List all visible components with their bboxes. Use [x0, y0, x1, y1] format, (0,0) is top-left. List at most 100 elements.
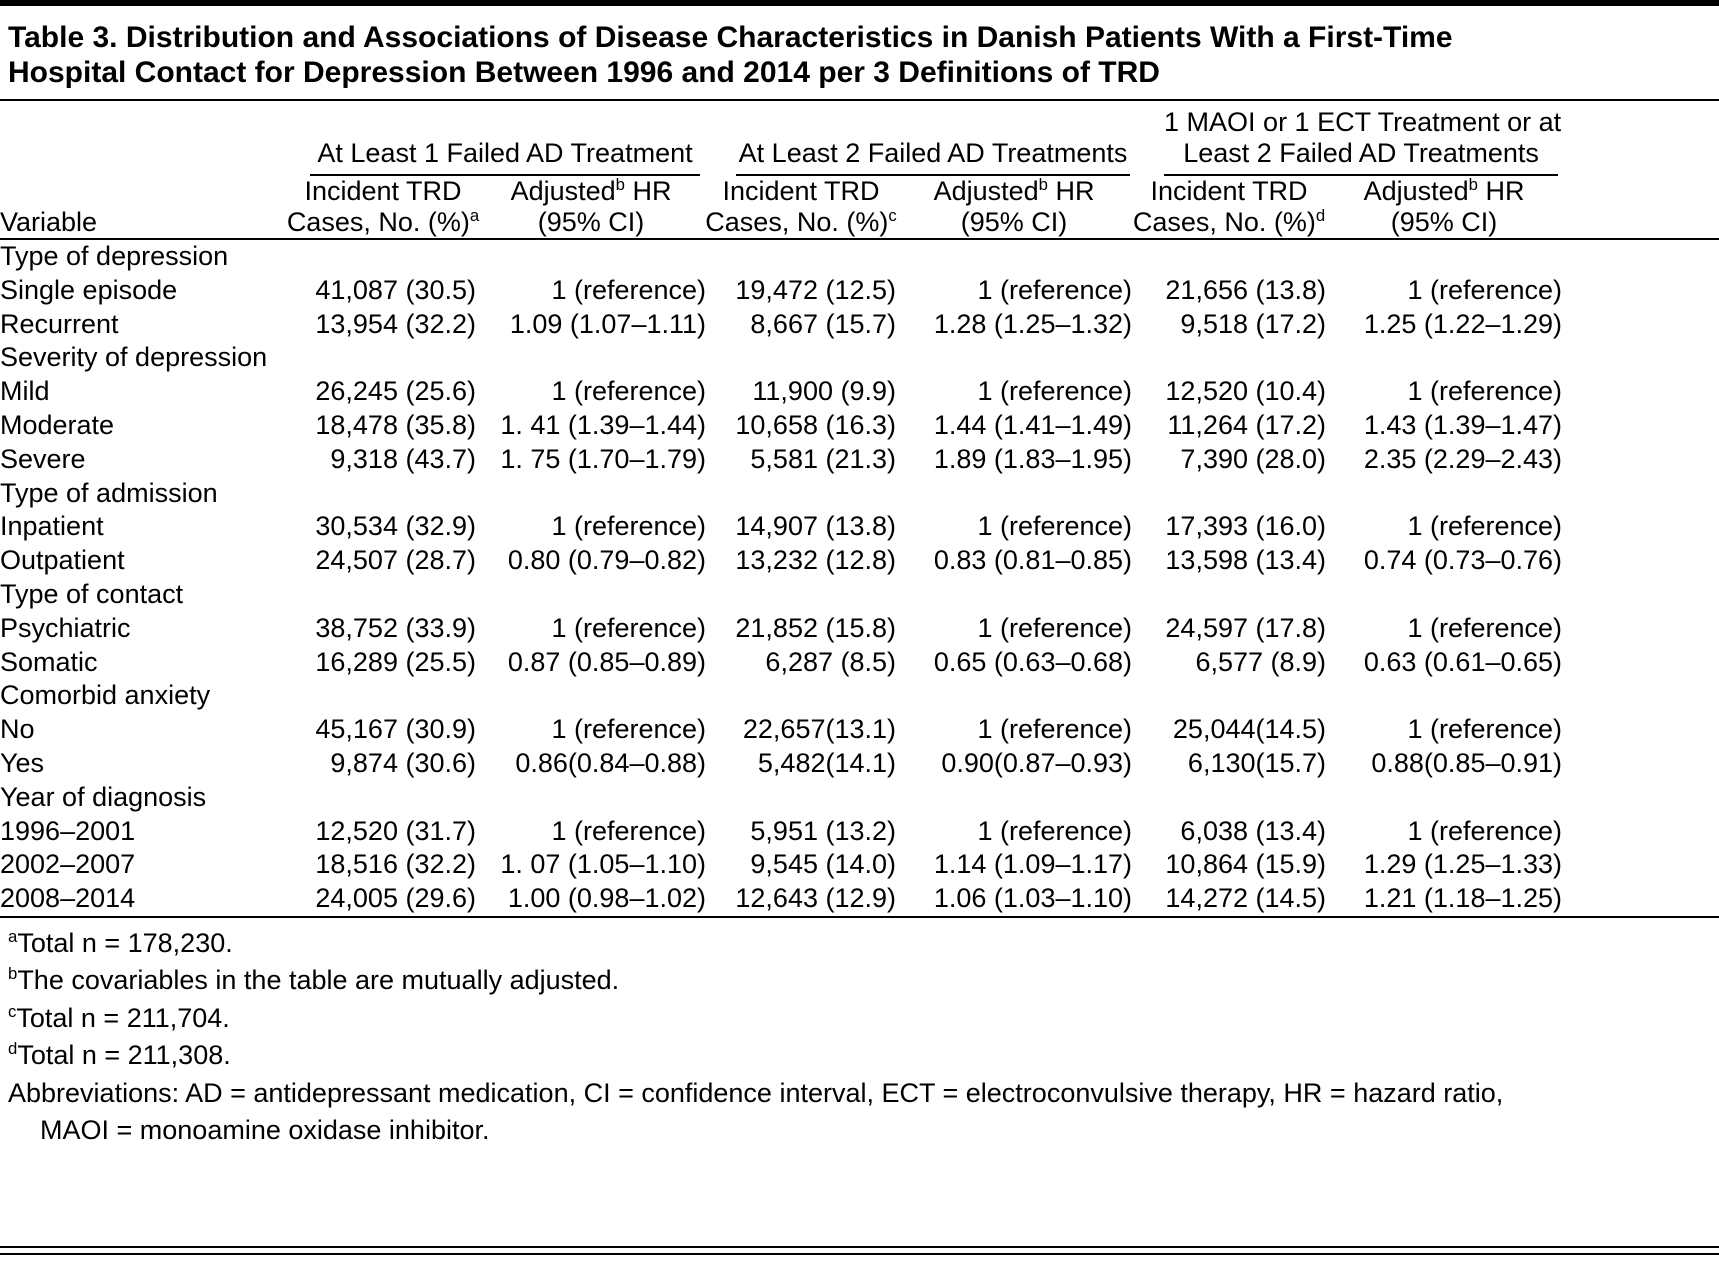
row-label: Yes: [0, 747, 45, 778]
section-header-row: Comorbid anxiety: [0, 679, 1719, 713]
data-cell: 5,581 (21.3): [750, 443, 897, 474]
footnote-marker: a: [8, 926, 18, 946]
table-title: Table 3. Distribution and Associations o…: [8, 20, 1711, 90]
spacer-cell: [1562, 176, 1719, 240]
data-cell: 0.74 (0.73–0.76): [1363, 545, 1563, 576]
data-cell: 6,287 (8.5): [765, 646, 897, 677]
hr-header-line-1: Adjustedb HR: [933, 175, 1095, 206]
data-cell: 1.28 (1.25–1.32): [933, 308, 1133, 339]
data-cell: 38,752 (33.9): [315, 612, 476, 643]
row-label: Inpatient: [0, 511, 104, 542]
data-cell: 1 (reference): [1407, 376, 1563, 407]
footnote-marker: c: [8, 1001, 17, 1021]
row-label: Outpatient: [0, 545, 125, 576]
spacer-cell: [1562, 544, 1719, 578]
data-cell: 0.86(0.84–0.88): [515, 747, 707, 778]
group-3-label-line-2: Least 2 Failed AD Treatments: [1183, 138, 1539, 168]
spacer-cell: [1562, 713, 1719, 747]
data-cell: 1 (reference): [551, 612, 707, 643]
data-cell: 1 (reference): [977, 714, 1133, 745]
spacer-cell: [1562, 815, 1719, 849]
spacer-cell: [1562, 612, 1719, 646]
row-label: Severe: [0, 443, 86, 474]
table-row: Moderate 18,478 (35.8) 1. 41 (1.39–1.44) 10…: [0, 409, 1719, 443]
footnote: MAOI = monoamine oxidase inhibitor.: [8, 1112, 1711, 1150]
spacer-cell: [1562, 848, 1719, 882]
table-row: No 45,167 (30.9) 1 (reference) 22,657(13.1)…: [0, 713, 1719, 747]
data-cell: 26,245 (25.6): [315, 376, 476, 407]
data-cell: 1. 41 (1.39–1.44): [500, 409, 707, 440]
hr-header-line-1: Adjustedb HR: [1363, 175, 1525, 206]
section-label: Severity of depression: [0, 342, 268, 373]
hr-header-line-2: (95% CI): [537, 207, 645, 237]
group-2-label: At Least 2 Failed AD Treatments: [738, 138, 1128, 168]
cases-column-header-2: Incident TRD Cases, No. (%)c: [705, 176, 897, 240]
section-label: Year of diagnosis: [0, 781, 207, 812]
cases-header-line-2: Cases, No. (%)c: [705, 206, 897, 237]
footnote: Abbreviations: AD = antidepressant medic…: [8, 1075, 1711, 1113]
footnote-text: Abbreviations: AD = antidepressant medic…: [8, 1077, 1504, 1108]
table-row: Single episode 41,087 (30.5) 1 (reference)…: [0, 274, 1719, 308]
spacer-cell: [1562, 747, 1719, 781]
table-row: Severe 9,318 (43.7) 1. 75 (1.70–1.79) 5,581…: [0, 443, 1719, 477]
data-cell: 13,954 (32.2): [315, 308, 476, 339]
data-cell: 0.80 (0.79–0.82): [507, 545, 707, 576]
row-label: Single episode: [0, 274, 178, 305]
data-cell: 0.90(0.87–0.93): [941, 747, 1133, 778]
data-cell: 25,044(14.5): [1172, 714, 1327, 745]
section-label: Type of contact: [0, 578, 184, 609]
footnote-text: Total n = 211,704.: [16, 1002, 230, 1033]
group-header-row: At Least 1 Failed AD Treatment At Least …: [0, 101, 1719, 176]
data-cell: 18,478 (35.8): [315, 409, 476, 440]
hr-header-line-2: (95% CI): [1390, 207, 1498, 237]
data-cell: 5,482(14.1): [757, 747, 897, 778]
spacer-cell: [1562, 101, 1719, 176]
data-cell: 1.43 (1.39–1.47): [1363, 409, 1563, 440]
section-label: Type of admission: [0, 477, 218, 508]
data-cell: 1. 75 (1.70–1.79): [500, 443, 707, 474]
data-cell: 1 (reference): [551, 815, 707, 846]
table-body: Type of depression Single episode 41,087 (…: [0, 239, 1719, 917]
data-cell: 21,852 (15.8): [735, 612, 897, 643]
data-cell: 0.65 (0.63–0.68): [933, 646, 1133, 677]
data-cell: 21,656 (13.8): [1165, 274, 1327, 305]
group-header-3: 1 MAOI or 1 ECT Treatment or at Least 2 …: [1132, 101, 1562, 176]
data-cell: 9,318 (43.7): [330, 443, 476, 474]
cases-header-line-1: Incident TRD: [1150, 176, 1308, 206]
footnote-marker: d: [8, 1039, 18, 1059]
data-cell: 1 (reference): [1407, 511, 1563, 542]
footnote: bThe covariables in the table are mutual…: [8, 962, 1711, 1000]
data-cell: 1.44 (1.41–1.49): [933, 409, 1133, 440]
spacer-cell: [1562, 274, 1719, 308]
table-row: Outpatient 24,507 (28.7) 0.80 (0.79–0.82) 1…: [0, 544, 1719, 578]
data-cell: 24,597 (17.8): [1165, 612, 1327, 643]
table-row: 1996–2001 12,520 (31.7) 1 (reference) 5,951…: [0, 815, 1719, 849]
data-cell: 0.83 (0.81–0.85): [933, 545, 1133, 576]
spacer-cell: [1562, 882, 1719, 917]
data-cell: 17,393 (16.0): [1165, 511, 1327, 542]
footnote: cTotal n = 211,704.: [8, 1000, 1711, 1038]
data-cell: 6,130(15.7): [1187, 747, 1327, 778]
data-cell: 19,472 (12.5): [735, 274, 897, 305]
data-cell: 14,272 (14.5): [1165, 883, 1327, 914]
data-cell: 9,874 (30.6): [330, 747, 476, 778]
data-cell: 13,232 (12.8): [735, 545, 897, 576]
data-cell: 41,087 (30.5): [315, 274, 476, 305]
table-row: 2008–2014 24,005 (29.6) 1.00 (0.98–1.02) 12…: [0, 882, 1719, 917]
table-row: Mild 26,245 (25.6) 1 (reference) 11,900 (9.…: [0, 375, 1719, 409]
data-cell: 5,951 (13.2): [750, 815, 897, 846]
hr-header-line-2: (95% CI): [960, 207, 1068, 237]
data-cell: 6,577 (8.9): [1195, 646, 1327, 677]
section-header-row: Severity of depression: [0, 341, 1719, 375]
data-cell: 1 (reference): [977, 815, 1133, 846]
data-cell: 0.88(0.85–0.91): [1371, 747, 1563, 778]
table-row: 2002–2007 18,516 (32.2) 1. 07 (1.05–1.10) 9…: [0, 848, 1719, 882]
data-cell: 24,507 (28.7): [315, 545, 476, 576]
section-label: Type of depression: [0, 241, 229, 271]
data-cell: 1 (reference): [977, 612, 1133, 643]
footnote-marker-d: d: [1315, 206, 1326, 225]
group-3-label: 1 MAOI or 1 ECT Treatment or at: [1164, 107, 1562, 137]
spacer-cell: [1562, 308, 1719, 342]
table-row: Somatic 16,289 (25.5) 0.87 (0.85–0.89) 6,28…: [0, 646, 1719, 680]
data-cell: 1.89 (1.83–1.95): [933, 443, 1133, 474]
